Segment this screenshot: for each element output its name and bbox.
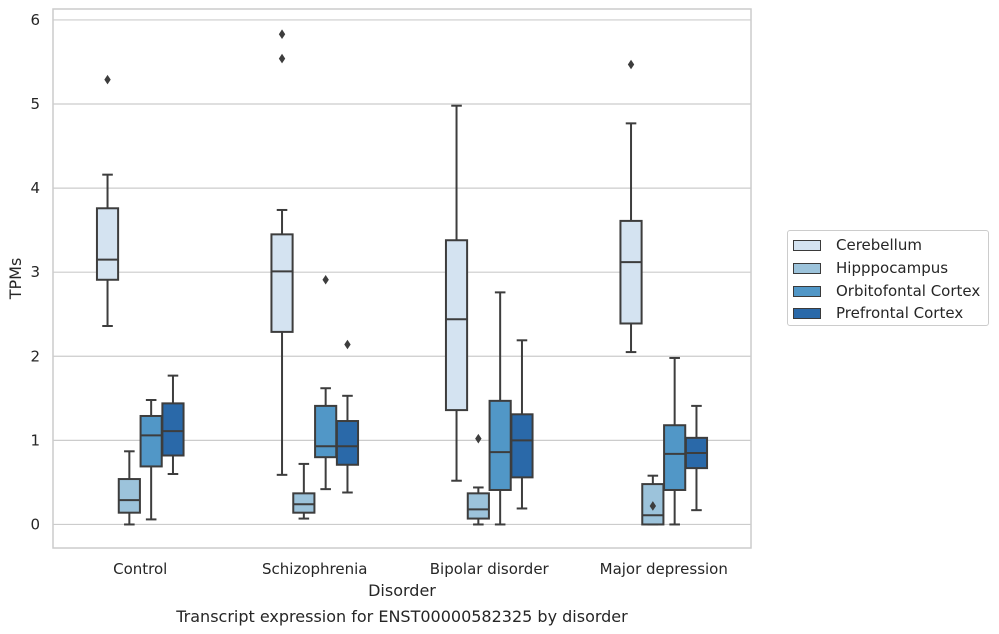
legend-swatch-cerebellum [793,239,821,251]
legend: Cerebellum Hipppocampus Orbitofontal Cor… [787,230,989,326]
y-tick-label: 0 [30,515,40,533]
legend-label-hippocampus: Hipppocampus [836,259,949,277]
box-cerebellum [270,233,294,333]
legend-swatch-hippocampus [793,262,821,274]
plot-area-frame [52,8,752,549]
x-axis-label: Disorder [368,581,436,600]
y-tick-label: 6 [30,11,40,29]
legend-label-orbitofrontal: Orbitofontal Cortex [836,282,981,300]
legend-label-prefrontal: Prefrontal Cortex [836,304,964,322]
box-orbitofontal-cortex [488,399,512,491]
outlier-marker [322,274,329,285]
box-orbitofontal-cortex [139,414,163,468]
box-hipppocampus [292,492,316,514]
box-prefrontal-cortex [335,420,360,466]
outlier-marker [649,501,657,511]
box-prefrontal-cortex [510,413,534,479]
x-tick-label: Control [113,560,167,578]
box-hipppocampus [117,478,141,514]
y-tick-label: 4 [30,179,40,197]
outlier-marker [278,53,286,64]
y-axis-label: TPMs [6,258,25,301]
y-tick-label: 3 [30,263,40,281]
outlier-marker [344,339,351,350]
legend-item-hippocampus: Hipppocampus [793,258,948,278]
x-tick-label: Schizophrenia [262,560,367,578]
y-tick-label: 5 [30,95,40,113]
box-prefrontal-cortex [161,402,185,457]
box-hipppocampus [466,492,490,520]
y-tick-label: 2 [30,347,40,365]
box-orbitofontal-cortex [314,404,338,459]
legend-item-orbitofrontal: Orbitofontal Cortex [793,281,980,301]
legend-swatch-prefrontal [793,307,821,319]
outlier-marker [627,59,635,70]
legend-item-cerebellum: Cerebellum [793,235,922,255]
x-tick-label: Major depression [600,560,728,578]
box-cerebellum [95,207,120,281]
box-orbitofontal-cortex [663,424,687,491]
legend-label-cerebellum: Cerebellum [836,236,922,254]
outlier-marker [278,29,286,40]
legend-swatch-orbitofrontal [793,285,821,297]
outlier-marker [475,433,482,444]
outlier-marker [104,74,111,85]
x-tick-label: Bipolar disorder [430,560,550,578]
y-tick-label: 1 [30,431,40,449]
box-cerebellum [619,219,643,325]
chart-title: Transcript expression for ENST0000058232… [175,607,628,626]
legend-item-prefrontal: Prefrontal Cortex [793,303,963,323]
box-cerebellum [444,239,469,412]
